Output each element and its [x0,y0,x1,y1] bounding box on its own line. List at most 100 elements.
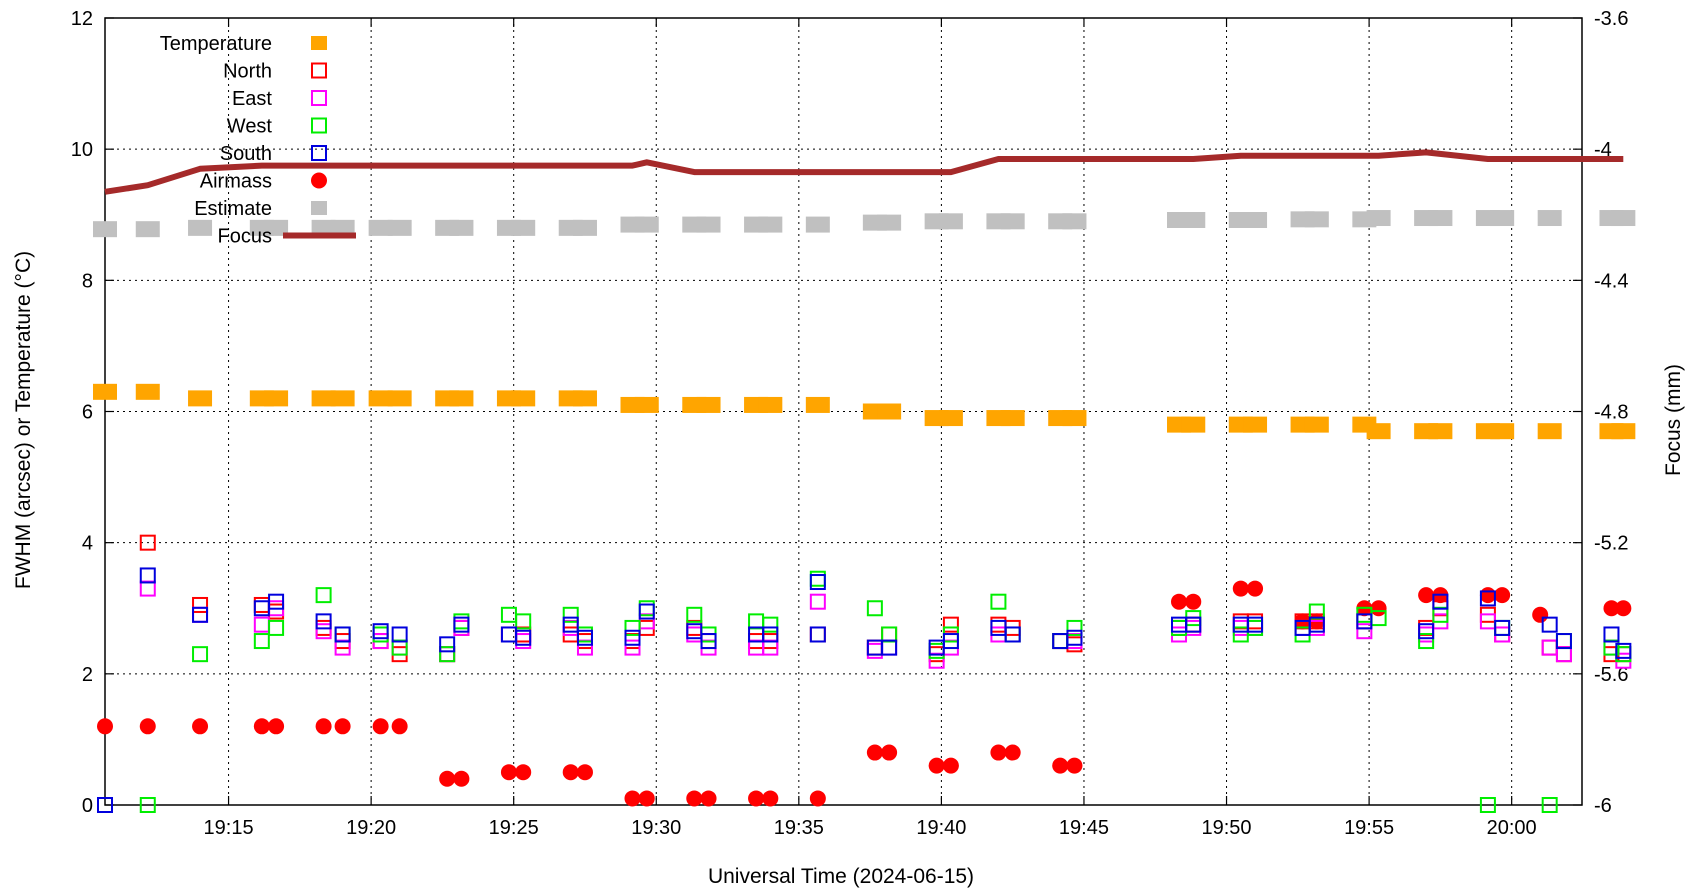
legend-symbol [311,201,327,215]
south-point [638,603,655,620]
south-point [453,616,470,633]
legend-entry-south: South [220,143,327,165]
series-west [139,570,1632,813]
estimate-point [1304,211,1329,228]
airmass-point [453,770,470,787]
airmass-point [1004,744,1021,761]
airmass-point [192,718,209,735]
north-point [1555,646,1572,663]
legend-entry-focus: Focus [218,226,356,248]
temperature-point [1537,423,1562,440]
south-point [762,626,779,643]
temperature-point [93,383,117,400]
south-point [192,606,209,623]
airmass-point [391,718,408,735]
airmass-point [1185,593,1202,610]
estimate-point [1062,213,1087,230]
west-point [1052,633,1069,650]
legend-symbol [311,172,327,189]
west-point [1066,619,1083,636]
estimate-point [311,219,336,236]
airmass-point [139,718,156,735]
y-tick-label: 2 [82,664,93,686]
estimate-point [1611,210,1636,227]
airmass-point [1052,757,1069,774]
south-point [562,616,579,633]
south-point [1479,590,1496,607]
legend-label: Focus [218,226,272,248]
y2-tick-label: -4 [1594,139,1612,161]
airmass-point [1247,580,1264,597]
airmass-point [942,757,959,774]
estimate-point [1181,211,1206,228]
airmass-point [624,790,641,807]
airmass-point [1603,600,1620,617]
temperature-point [1062,410,1087,427]
data-marks [93,149,1636,813]
temperature-point [1611,423,1636,440]
temperature-point [188,390,213,407]
estimate-point [1000,213,1025,230]
south-point [1052,633,1069,650]
north-point [942,616,959,633]
east-point [1555,646,1572,663]
south-point [1171,616,1188,633]
airmass-point [1479,587,1496,604]
estimate-point [1428,210,1453,227]
temperature-point [1428,423,1453,440]
legend-label: Airmass [200,171,272,193]
east-point [1356,623,1373,640]
legend-symbol [311,36,327,50]
x-tick-label: 19:55 [1344,817,1394,839]
airmass-point [562,764,579,781]
estimate-point [938,213,963,230]
temperature-point [1366,423,1391,440]
airmass-point [748,790,765,807]
east-point [881,639,898,656]
temperature-point [696,396,721,413]
estimate-point [805,216,830,233]
legend-symbol [311,62,327,79]
south-point [1185,616,1202,633]
west-point [638,600,655,617]
y2-axis-label: Focus (mm) [1662,364,1685,476]
west-point [253,633,270,650]
south-point [439,636,456,653]
south-point [866,639,883,656]
north-point [990,616,1007,633]
temperature-point [805,396,830,413]
temperature-point [572,390,597,407]
temperature-point [1181,416,1206,433]
west-point [1479,797,1496,813]
temperature-point [330,390,355,407]
airmass-point [881,744,898,761]
estimate-point [1243,211,1268,228]
east-point [253,616,270,633]
north-point [268,603,285,620]
legend: Temperature North East West South Airmass Esti… [160,33,356,248]
north-point [139,534,156,551]
south-point [315,613,332,630]
south-point [1247,616,1264,633]
estimate-point [634,216,659,233]
airmass-point [1232,580,1249,597]
estimate-point [264,219,289,236]
west-point [139,797,156,813]
y-tick-label: 8 [82,270,93,292]
south-point [881,639,898,656]
estimate-point [188,219,213,236]
estimate-point [387,219,412,236]
south-point [809,574,826,591]
airmass-point [1532,606,1549,623]
south-point [1356,613,1373,630]
north-point [192,596,209,613]
west-point [748,613,765,630]
south-point [1432,593,1449,610]
y-tick-label: 12 [71,8,93,30]
grid [105,18,1582,805]
legend-entry-west: West [227,116,327,138]
estimate-point [572,219,597,236]
estimate-point [135,221,160,238]
west-point [809,570,826,587]
